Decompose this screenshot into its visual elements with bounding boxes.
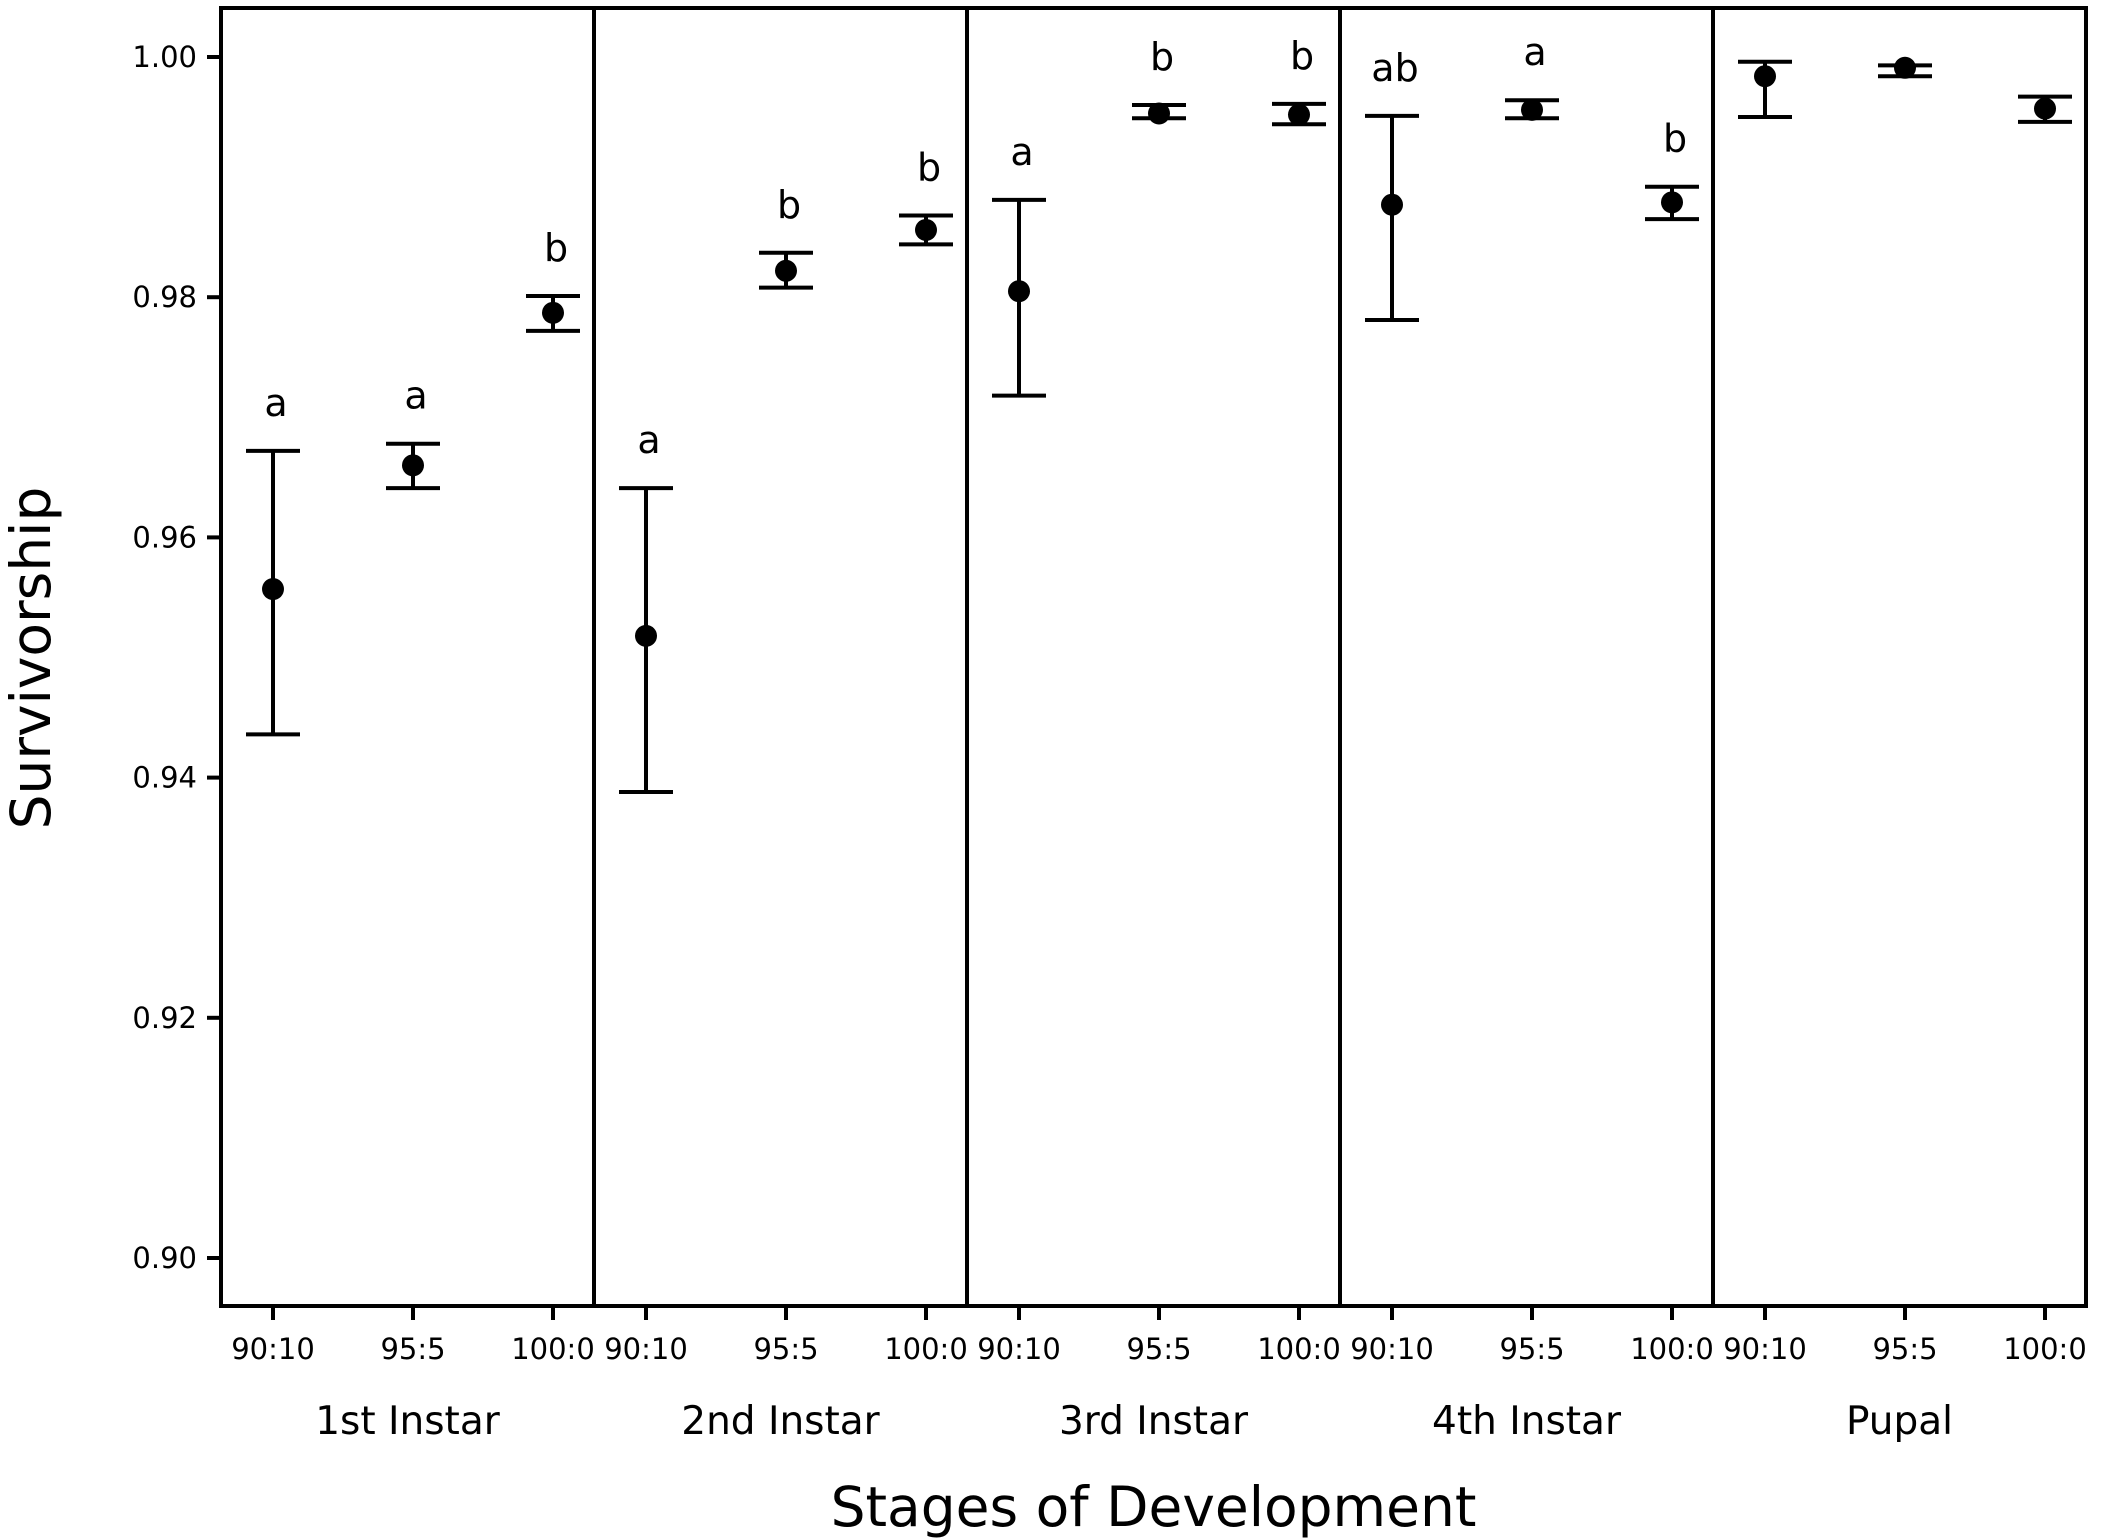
- y-tick-label: 0.98: [132, 280, 197, 314]
- y-tick-label: 0.96: [132, 520, 197, 554]
- data-point: [1661, 191, 1683, 214]
- significance-letter: a: [1010, 130, 1033, 174]
- x-tick-label: 100:0: [2003, 1332, 2087, 1366]
- data-point: [1381, 193, 1403, 216]
- x-tick-label: 100:0: [884, 1332, 968, 1366]
- panel-1st-instar: a 90:10 a 95:5 b 100:0 1st Instar: [231, 226, 595, 1444]
- data-point: [1521, 98, 1543, 121]
- x-tick-label: 90:10: [977, 1332, 1061, 1366]
- significance-letter: ab: [1371, 46, 1418, 90]
- x-tick-label: 90:10: [1350, 1332, 1434, 1366]
- significance-letter: b: [1663, 117, 1687, 161]
- y-tick-label: 0.90: [132, 1241, 197, 1275]
- plot-border: [219, 6, 2088, 1308]
- data-point: [1754, 65, 1776, 88]
- y-tick-label: 1.00: [132, 40, 197, 74]
- x-tick-label: 90:10: [604, 1332, 688, 1366]
- data-point: [1288, 103, 1310, 126]
- data-point: [635, 624, 657, 647]
- panels: a 90:10 a 95:5 b 100:0 1st Instar a 90:10 b 95:5 b 1…: [231, 30, 2087, 1444]
- significance-letter: a: [264, 381, 287, 425]
- x-tick-label: 100:0: [1630, 1332, 1714, 1366]
- x-tick-label: 100:0: [511, 1332, 595, 1366]
- y-axis-title: Survivorship: [0, 487, 63, 830]
- data-point: [542, 301, 564, 324]
- y-axis: 0.90 0.92 0.94 0.96 0.98 1.00: [132, 40, 221, 1275]
- significance-letter: b: [777, 183, 801, 227]
- data-point: [915, 218, 937, 241]
- significance-letter: a: [1523, 30, 1546, 74]
- panel-label: Pupal: [1846, 1399, 1953, 1444]
- data-point: [2034, 97, 2056, 120]
- panel-label: 2nd Instar: [681, 1399, 880, 1444]
- x-axis-title: Stages of Development: [831, 1475, 1477, 1538]
- x-tick-label: 95:5: [380, 1332, 445, 1366]
- x-tick-label: 95:5: [753, 1332, 818, 1366]
- panel-label: 3rd Instar: [1059, 1399, 1249, 1444]
- data-point: [775, 259, 797, 282]
- data-point: [402, 454, 424, 477]
- plot-frame: [219, 6, 2088, 1308]
- significance-letter: b: [917, 146, 941, 190]
- x-tick-label: 90:10: [231, 1332, 315, 1366]
- panel-label: 1st Instar: [315, 1399, 501, 1444]
- significance-letter: b: [544, 226, 568, 270]
- data-point: [1894, 56, 1916, 79]
- data-point: [262, 578, 284, 601]
- data-point: [1008, 280, 1030, 303]
- significance-letter: b: [1150, 35, 1174, 79]
- significance-letter: a: [637, 418, 660, 462]
- panel-pupal: 90:10 95:5 100:0 Pupal: [1723, 56, 2087, 1444]
- y-tick-label: 0.94: [132, 761, 197, 795]
- x-tick-label: 90:10: [1723, 1332, 1807, 1366]
- x-tick-label: 95:5: [1872, 1332, 1937, 1366]
- x-tick-label: 95:5: [1126, 1332, 1191, 1366]
- significance-letter: a: [404, 374, 427, 418]
- data-point: [1148, 102, 1170, 125]
- x-tick-label: 95:5: [1499, 1332, 1564, 1366]
- x-tick-label: 100:0: [1257, 1332, 1341, 1366]
- panel-label: 4th Instar: [1432, 1399, 1622, 1444]
- significance-letter: b: [1290, 34, 1314, 78]
- y-tick-label: 0.92: [132, 1001, 197, 1035]
